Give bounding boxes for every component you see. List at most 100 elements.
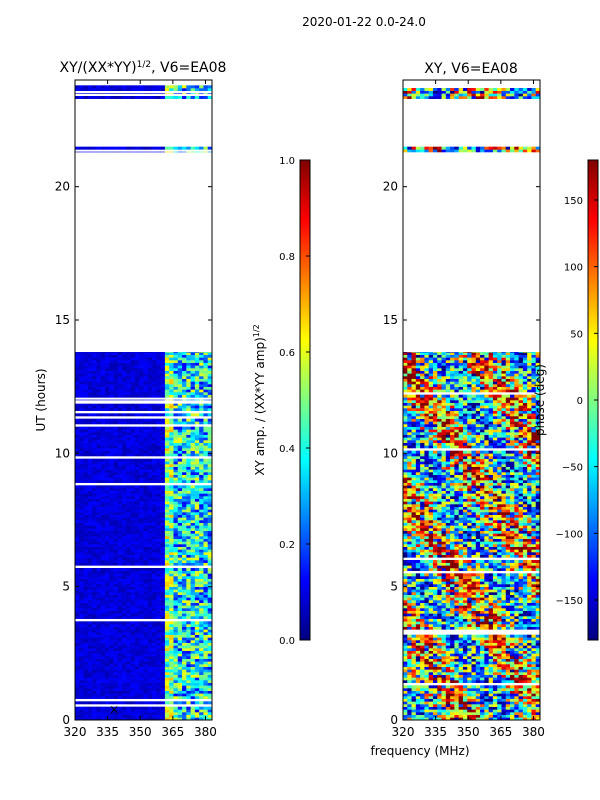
amplitude-cell	[143, 576, 149, 579]
amplitude-cell	[207, 445, 212, 449]
amplitude-cell	[186, 600, 191, 603]
phase-cell	[424, 669, 430, 673]
amplitude-cell	[96, 584, 102, 587]
amplitude-cell	[100, 653, 106, 657]
amplitude-cell	[100, 573, 106, 577]
amplitude-cell	[177, 509, 183, 513]
amplitude-cell	[147, 506, 153, 510]
amplitude-cell	[177, 520, 183, 523]
amplitude-cell	[79, 480, 84, 483]
amplitude-cell	[177, 632, 183, 635]
amplitude-cell	[199, 682, 204, 686]
amplitude-cell	[139, 498, 144, 502]
amplitude-cell	[169, 648, 174, 651]
phase-cell	[505, 685, 511, 689]
amplitude-cell	[117, 674, 123, 678]
amplitude-cell	[109, 594, 114, 598]
amplitude-cell	[173, 458, 179, 462]
amplitude-cell	[207, 592, 212, 595]
phase-cell	[458, 701, 464, 705]
amplitude-cell	[194, 466, 200, 470]
amplitude-cell	[109, 504, 114, 507]
amplitude-cell	[126, 514, 132, 518]
amplitude-cell	[104, 656, 110, 659]
amplitude-cell	[160, 352, 166, 353]
phase-cell	[458, 717, 464, 720]
amplitude-cell	[173, 544, 179, 547]
phase-cell	[424, 701, 430, 705]
amplitude-cell	[117, 530, 123, 534]
amplitude-cell	[100, 96, 106, 99]
amplitude-cell	[152, 602, 157, 606]
phase-cell	[415, 664, 421, 667]
amplitude-cell	[173, 592, 179, 595]
amplitude-cell	[152, 370, 157, 374]
amplitude-cell	[104, 485, 110, 489]
phase-cell	[467, 674, 472, 678]
amplitude-cell	[117, 650, 123, 654]
amplitude-cell	[160, 605, 166, 609]
amplitude-cell	[79, 578, 84, 582]
amplitude-cell	[92, 661, 97, 665]
amplitude-cell	[186, 405, 191, 409]
amplitude-cell	[207, 538, 212, 542]
amplitude-cell	[169, 621, 174, 625]
phase-cell	[488, 693, 494, 697]
amplitude-cell	[207, 653, 212, 657]
amplitude-cell	[87, 544, 93, 547]
amplitude-cell	[96, 696, 102, 699]
phase-cell	[535, 669, 540, 673]
amplitude-cell	[190, 669, 196, 673]
amplitude-cell	[147, 600, 153, 603]
amplitude-cell	[79, 549, 84, 553]
amplitude-cell	[160, 594, 166, 598]
amplitude-cell	[104, 528, 110, 531]
amplitude-cell	[194, 426, 200, 430]
amplitude-cell	[79, 624, 84, 627]
amplitude-cell	[177, 512, 183, 515]
amplitude-cell	[143, 589, 149, 593]
amplitude-cell	[130, 680, 136, 683]
amplitude-cell	[147, 661, 153, 665]
amplitude-cell	[96, 442, 102, 446]
amplitude-cell	[83, 602, 89, 606]
amplitude-cell	[143, 357, 149, 361]
amplitude-cell	[177, 682, 183, 686]
amplitude-cell	[177, 440, 183, 443]
amplitude-colorbar-tick-label: 0.0	[279, 636, 295, 647]
phase-cell	[471, 717, 477, 720]
amplitude-cell	[143, 445, 149, 449]
amplitude-cell	[194, 637, 200, 641]
amplitude-cell	[147, 466, 153, 470]
amplitude-cell	[96, 544, 102, 547]
amplitude-cell	[134, 594, 140, 598]
amplitude-cell	[139, 538, 144, 542]
amplitude-cell	[122, 434, 127, 438]
amplitude-cell	[139, 426, 144, 430]
amplitude-cell	[87, 610, 93, 614]
amplitude-cell	[199, 632, 204, 635]
amplitude-cell	[75, 589, 80, 593]
amplitude-cell	[113, 352, 119, 355]
amplitude-cell	[194, 536, 200, 539]
amplitude-cell	[173, 578, 179, 582]
amplitude-cell	[139, 421, 144, 425]
amplitude-cell	[130, 690, 136, 694]
amplitude-cell	[199, 701, 204, 705]
amplitude-cell	[122, 381, 127, 385]
amplitude-cell	[109, 586, 114, 590]
amplitude-cell	[96, 568, 102, 571]
amplitude-cell	[143, 530, 149, 534]
amplitude-cell	[109, 360, 114, 363]
amplitude-cell	[177, 360, 183, 363]
amplitude-cell	[126, 405, 132, 409]
amplitude-cell	[113, 594, 119, 598]
amplitude-cell	[83, 413, 89, 417]
amplitude-cell	[126, 674, 132, 678]
amplitude-cell	[190, 386, 196, 390]
amplitude-cell	[109, 464, 114, 467]
amplitude-cell	[139, 448, 144, 451]
amplitude-cell	[87, 504, 93, 507]
amplitude-cell	[190, 485, 196, 489]
phase-cell	[497, 672, 502, 675]
